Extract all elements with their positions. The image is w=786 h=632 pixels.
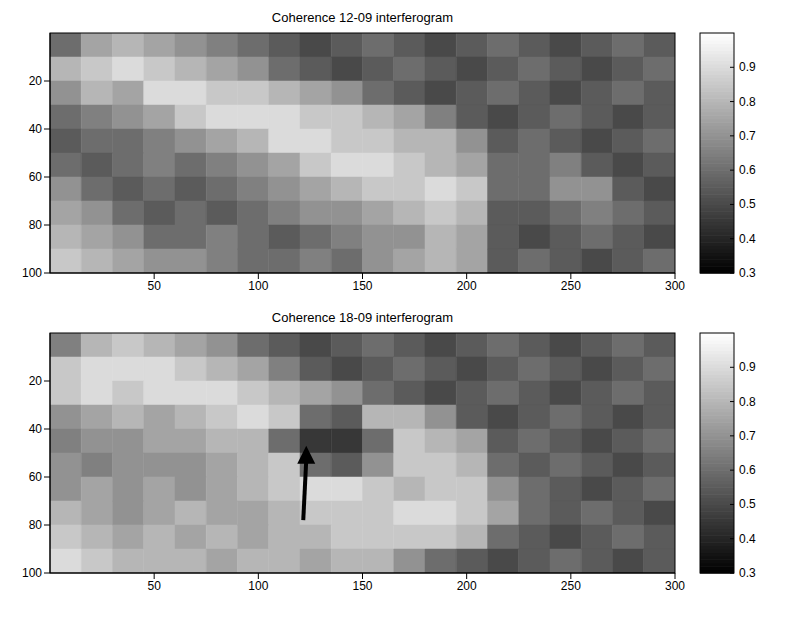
svg-text:100: 100 <box>22 566 42 580</box>
svg-text:0.6: 0.6 <box>739 163 756 177</box>
svg-text:0.7: 0.7 <box>739 129 756 143</box>
html-text:Coherence 18-09 interferogram: Coherence 18-09 interferogram <box>271 310 454 325</box>
svg-text:50: 50 <box>147 279 161 293</box>
svg-text:0.5: 0.5 <box>739 197 756 211</box>
svg-text:200: 200 <box>457 279 477 293</box>
svg-text:0.7: 0.7 <box>739 429 756 443</box>
html-text:Coherence 12-09 interferogram: Coherence 12-09 interferogram <box>271 10 454 25</box>
svg-text:0.8: 0.8 <box>739 95 756 109</box>
svg-text:100: 100 <box>248 279 268 293</box>
svg-text:80: 80 <box>29 518 43 532</box>
svg-text:250: 250 <box>561 579 581 593</box>
svg-text:80: 80 <box>29 218 43 232</box>
svg-text:0.5: 0.5 <box>739 497 756 511</box>
svg-text:150: 150 <box>352 279 372 293</box>
svg-text:60: 60 <box>29 470 43 484</box>
svg-text:0.9: 0.9 <box>739 60 756 74</box>
svg-text:50: 50 <box>147 579 161 593</box>
svg-text:40: 40 <box>29 422 43 436</box>
svg-text:0.4: 0.4 <box>739 532 756 546</box>
svg-text:0.8: 0.8 <box>739 395 756 409</box>
svg-text:200: 200 <box>457 579 477 593</box>
svg-text:250: 250 <box>561 279 581 293</box>
svg-text:0.3: 0.3 <box>739 566 756 580</box>
svg-text:0.6: 0.6 <box>739 463 756 477</box>
svg-text:0.3: 0.3 <box>739 266 756 280</box>
svg-text:40: 40 <box>29 122 43 136</box>
svg-text:0.4: 0.4 <box>739 232 756 246</box>
svg-text:100: 100 <box>22 266 42 280</box>
svg-text:300: 300 <box>665 279 685 293</box>
svg-text:20: 20 <box>29 74 43 88</box>
svg-text:150: 150 <box>352 579 372 593</box>
svg-text:20: 20 <box>29 374 43 388</box>
svg-text:60: 60 <box>29 170 43 184</box>
svg-text:100: 100 <box>248 579 268 593</box>
svg-text:0.9: 0.9 <box>739 360 756 374</box>
svg-text:300: 300 <box>665 579 685 593</box>
